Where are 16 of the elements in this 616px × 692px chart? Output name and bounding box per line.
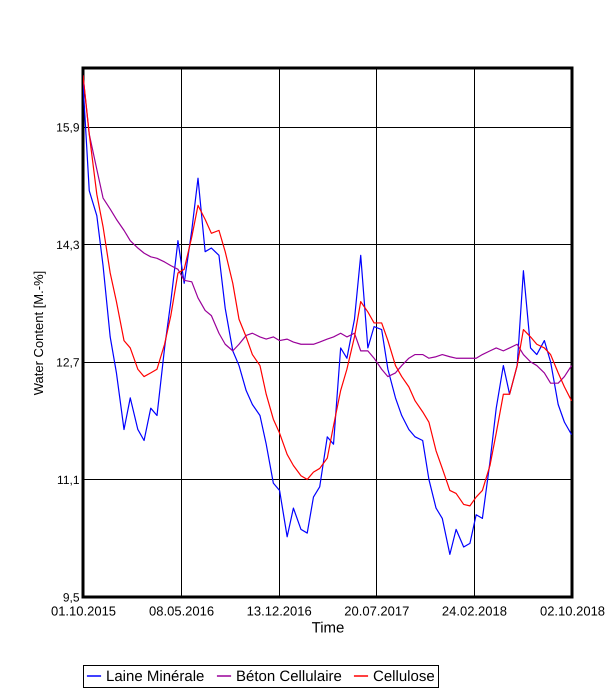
y-tick-label: 15,9 — [56, 120, 80, 134]
legend-label: Cellulose — [373, 668, 435, 685]
y-tick-label: 11,1 — [57, 472, 80, 487]
legend-label: Laine Minérale — [106, 668, 204, 685]
y-tick-label: 12,7 — [56, 355, 80, 370]
y-tick-label: 9,5 — [62, 590, 80, 604]
x-tick-label: 20.07.2017 — [344, 604, 410, 618]
x-tick-label: 01.10.2015 — [50, 604, 116, 618]
y-tick-label: 14,3 — [56, 238, 80, 252]
x-tick-label: 02.10.2018 — [540, 604, 606, 618]
x-tick-label: 08.05.2016 — [149, 604, 214, 618]
x-tick-label: 13.12.2016 — [246, 604, 312, 618]
x-axis-title: Time — [312, 620, 344, 636]
x-tick-label: 24.02.2018 — [442, 604, 507, 618]
legend-label: Béton Cellulaire — [236, 668, 342, 685]
y-axis-title: Water Content [M.-%] — [31, 270, 46, 396]
